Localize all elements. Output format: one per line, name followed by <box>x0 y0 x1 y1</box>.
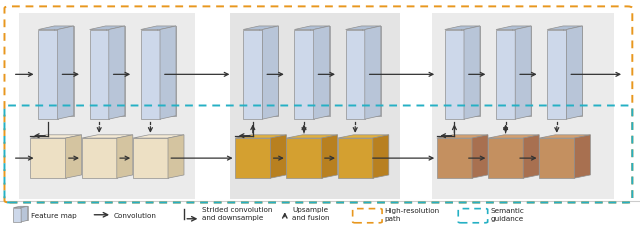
Polygon shape <box>346 30 365 119</box>
Text: High-resolution
path: High-resolution path <box>385 207 440 222</box>
Text: Convolution: Convolution <box>114 213 157 219</box>
Polygon shape <box>20 206 28 220</box>
Bar <box>230 13 400 199</box>
Bar <box>432 13 614 199</box>
Polygon shape <box>287 135 338 138</box>
Polygon shape <box>464 26 480 119</box>
Polygon shape <box>116 135 133 178</box>
Polygon shape <box>472 135 488 178</box>
Polygon shape <box>372 135 389 178</box>
Polygon shape <box>365 26 381 119</box>
Polygon shape <box>82 135 133 138</box>
Polygon shape <box>133 135 184 138</box>
Polygon shape <box>566 26 582 119</box>
Polygon shape <box>321 135 338 178</box>
Polygon shape <box>362 26 381 116</box>
Polygon shape <box>262 26 278 119</box>
Polygon shape <box>38 26 74 30</box>
Polygon shape <box>90 30 109 119</box>
Polygon shape <box>13 208 21 222</box>
Polygon shape <box>58 26 74 119</box>
Polygon shape <box>496 30 515 119</box>
Polygon shape <box>437 135 488 138</box>
Polygon shape <box>65 135 82 178</box>
Polygon shape <box>314 26 330 119</box>
Polygon shape <box>294 26 330 30</box>
Polygon shape <box>563 26 582 116</box>
Polygon shape <box>106 26 125 116</box>
Polygon shape <box>488 135 540 138</box>
Polygon shape <box>310 26 330 116</box>
Polygon shape <box>445 30 464 119</box>
Polygon shape <box>236 138 271 178</box>
Polygon shape <box>160 26 176 119</box>
Text: Feature map: Feature map <box>31 213 76 219</box>
Bar <box>19 13 195 199</box>
Polygon shape <box>515 26 531 119</box>
Polygon shape <box>338 135 389 138</box>
Polygon shape <box>540 135 590 138</box>
Polygon shape <box>243 30 262 119</box>
Polygon shape <box>547 30 566 119</box>
Polygon shape <box>437 138 472 178</box>
Polygon shape <box>271 135 287 178</box>
Polygon shape <box>13 206 28 208</box>
Polygon shape <box>21 206 28 222</box>
Text: Upsample
and fusion: Upsample and fusion <box>292 207 330 221</box>
Polygon shape <box>346 26 381 30</box>
Text: Semantic
guidance: Semantic guidance <box>490 207 524 222</box>
Polygon shape <box>133 138 168 178</box>
Polygon shape <box>540 138 575 178</box>
Polygon shape <box>294 30 314 119</box>
Polygon shape <box>575 135 590 178</box>
Polygon shape <box>461 26 480 116</box>
Polygon shape <box>141 26 176 30</box>
Text: Strided convolution
and downsample: Strided convolution and downsample <box>202 207 273 221</box>
Polygon shape <box>141 30 160 119</box>
Polygon shape <box>82 138 116 178</box>
Polygon shape <box>524 135 540 178</box>
Polygon shape <box>31 135 82 138</box>
Polygon shape <box>259 26 278 116</box>
Polygon shape <box>488 138 524 178</box>
Polygon shape <box>109 26 125 119</box>
Polygon shape <box>445 26 480 30</box>
Polygon shape <box>236 135 287 138</box>
Polygon shape <box>90 26 125 30</box>
Polygon shape <box>31 138 65 178</box>
Polygon shape <box>243 26 278 30</box>
Polygon shape <box>168 135 184 178</box>
Polygon shape <box>157 26 176 116</box>
Polygon shape <box>338 138 372 178</box>
Polygon shape <box>496 26 531 30</box>
Polygon shape <box>38 30 58 119</box>
Polygon shape <box>512 26 531 116</box>
Polygon shape <box>547 26 582 30</box>
Polygon shape <box>287 138 321 178</box>
Polygon shape <box>54 26 74 116</box>
